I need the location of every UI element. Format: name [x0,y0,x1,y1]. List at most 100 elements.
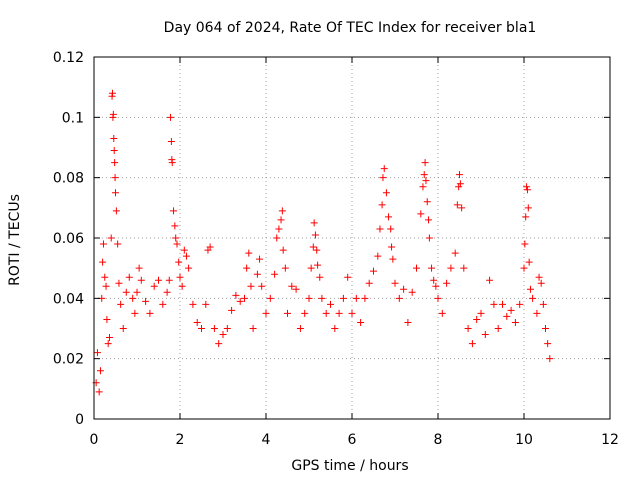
data-point-marker [247,282,255,290]
data-point-marker [389,255,397,263]
data-point-marker [388,243,396,251]
x-tick-label: 12 [601,432,619,448]
data-point-marker [167,113,175,121]
data-point-marker [352,294,360,302]
data-point-marker [382,189,390,197]
data-point-marker [361,294,369,302]
data-point-marker [109,110,117,118]
data-points [92,89,554,396]
data-point-marker [102,282,110,290]
data-point-marker [529,294,537,302]
data-point-marker [443,279,451,287]
data-point-marker [379,174,387,182]
data-point-marker [281,264,289,272]
data-point-marker [146,309,154,317]
y-tick-label: 0.08 [53,171,84,187]
data-point-marker [105,334,113,342]
data-point-marker [539,300,547,308]
data-point-marker [253,270,261,278]
y-tick-label: 0.02 [53,352,84,368]
data-point-marker [477,309,485,317]
data-point-marker [256,255,264,263]
data-point-marker [422,177,430,185]
axis-ticks [93,56,611,420]
x-tick-label: 2 [176,432,185,448]
data-point-marker [309,243,317,251]
data-point-marker [110,147,118,155]
x-tick-label: 0 [90,432,99,448]
data-point-marker [525,258,533,266]
data-point-marker [507,306,515,314]
data-point-marker [456,180,464,188]
data-point-marker [142,297,150,305]
data-point-marker [243,264,251,272]
data-point-marker [301,309,309,317]
data-point-marker [499,300,506,308]
x-tick-label: 10 [515,432,533,448]
data-point-marker [533,309,541,317]
data-point-marker [331,325,339,332]
data-point-marker [423,198,431,206]
x-tick-label: 6 [348,432,357,448]
data-point-marker [122,288,130,296]
data-point-marker [318,294,326,302]
data-point-marker [455,183,463,191]
data-point-marker [296,325,304,332]
data-point-marker [129,294,137,302]
data-point-marker [119,325,127,332]
x-axis-label: GPS time / hours [291,458,408,474]
data-point-marker [310,219,318,227]
data-point-marker [486,276,494,284]
data-point-marker [258,282,266,290]
data-point-marker [307,264,315,272]
data-point-marker [182,252,190,260]
data-point-marker [273,234,281,242]
data-point-marker [522,213,530,221]
y-tick-label: 0.06 [53,231,84,247]
data-point-marker [108,89,116,97]
data-point-marker [348,309,356,317]
data-point-marker [438,309,446,317]
data-point-marker [206,243,214,251]
data-point-marker [404,318,412,326]
y-axis-label: ROTI / TECUs [7,194,23,286]
y-tick-label: 0 [75,412,84,428]
data-point-marker [271,270,279,278]
data-point-marker [473,315,481,323]
data-point-marker [93,349,101,357]
data-point-marker [171,222,179,230]
data-point-marker [451,249,459,257]
data-point-marker [279,246,287,254]
data-point-marker [335,309,343,317]
data-point-marker [453,201,461,209]
data-point-marker [193,318,201,326]
data-point-marker [458,204,466,212]
data-point-marker [490,300,498,308]
data-point-marker [523,183,531,191]
data-point-marker [511,318,519,326]
data-point-marker [101,273,109,281]
data-point-marker [521,240,529,248]
data-point-marker [95,388,103,396]
data-point-marker [170,207,178,215]
data-point-marker [420,171,428,179]
y-tick-label: 0.04 [53,291,84,307]
data-point-marker [380,165,388,173]
data-point-marker [370,267,377,275]
data-point-marker [175,258,183,266]
data-point-marker [110,134,118,142]
data-point-marker [111,159,119,167]
data-point-marker [168,159,176,167]
data-point-marker [278,207,286,215]
data-point-marker [99,258,107,266]
data-point-marker [107,234,115,242]
data-point-marker [112,189,119,197]
data-point-marker [178,282,186,290]
data-point-marker [185,264,193,272]
data-point-marker [494,325,502,332]
data-point-marker [163,288,171,296]
data-point-marker [249,325,257,332]
data-point-marker [165,276,173,284]
data-point-marker [155,276,162,284]
data-point-marker [103,315,111,323]
